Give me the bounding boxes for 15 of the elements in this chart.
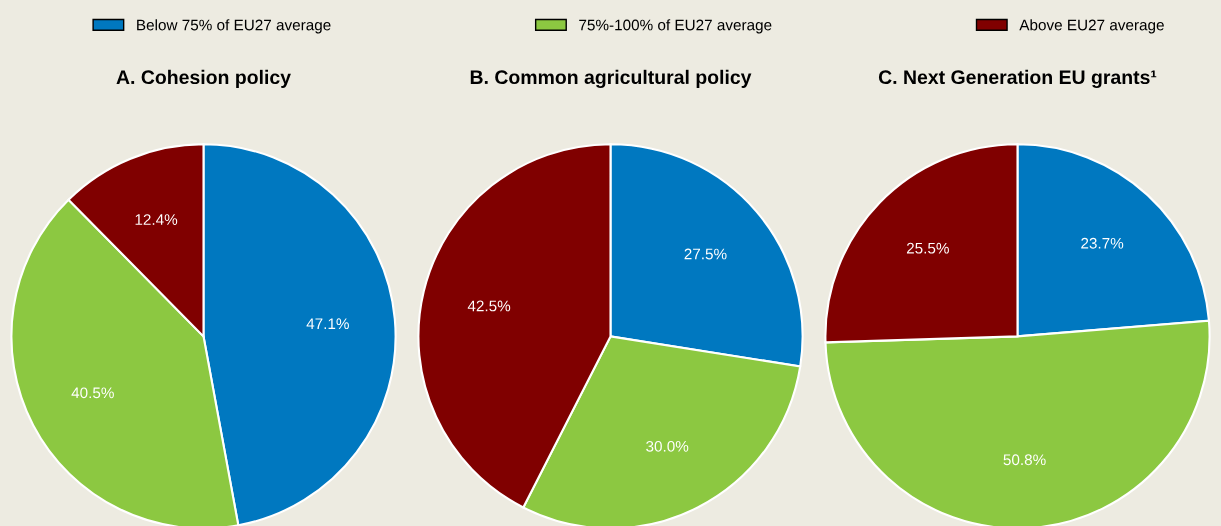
legend-label: 75%-100% of EU27 average [579, 19, 772, 34]
data-label: 47.1% [306, 318, 349, 330]
data-label: 25.5% [906, 242, 949, 254]
chart-title: B. Common agricultural policy [470, 69, 752, 89]
legend-label: Below 75% of EU27 average [137, 19, 331, 34]
data-label: 12.4% [135, 214, 178, 225]
data-label: 42.5% [467, 300, 511, 312]
data-label: 30.0% [646, 440, 689, 452]
data-label: 40.5% [71, 387, 114, 399]
text: A. Cohesion policy [116, 69, 291, 88]
legend-label: Above EU27 average [1019, 19, 1164, 34]
data-label: 50.8% [1003, 454, 1046, 466]
data-label: 23.7% [1081, 237, 1124, 249]
chart-title: C. Next Generation EU grants¹ [878, 69, 1157, 89]
data-label: 27.5% [684, 248, 727, 260]
